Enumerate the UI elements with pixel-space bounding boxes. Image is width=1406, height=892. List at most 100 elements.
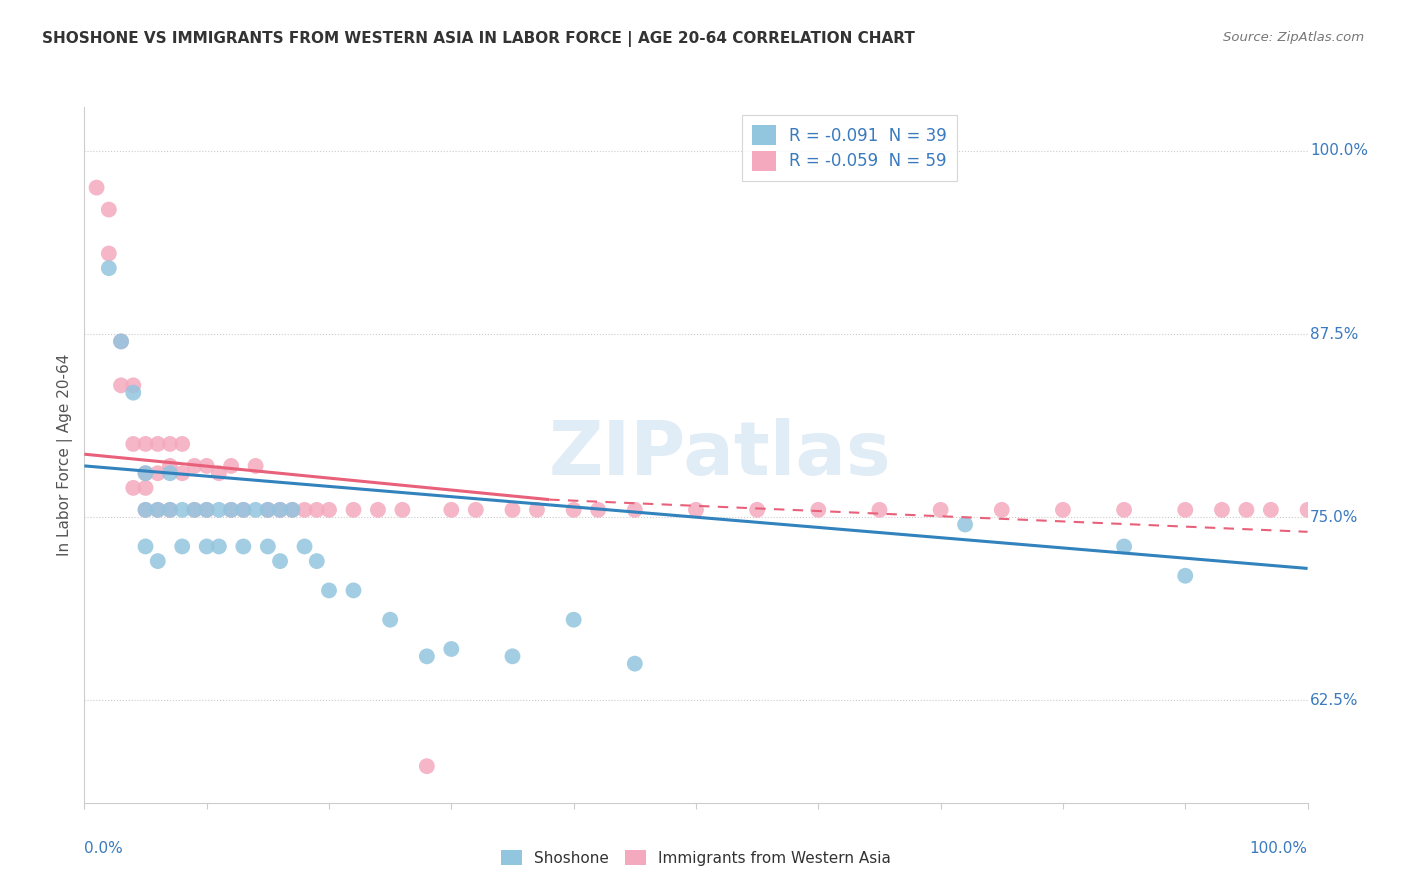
Point xyxy=(624,503,647,517)
Point xyxy=(562,503,585,517)
Point xyxy=(747,503,769,517)
Point xyxy=(232,503,254,517)
Text: 62.5%: 62.5% xyxy=(1310,693,1358,707)
Point xyxy=(183,503,205,517)
Point xyxy=(305,503,328,517)
Point xyxy=(208,503,231,517)
Point xyxy=(159,458,181,473)
Point xyxy=(1211,503,1233,517)
Point xyxy=(1234,503,1257,517)
Point xyxy=(318,583,340,598)
Point xyxy=(208,467,231,481)
Point xyxy=(232,540,254,554)
Point xyxy=(1114,503,1136,517)
Point xyxy=(219,503,242,517)
Point xyxy=(146,554,169,568)
Point xyxy=(257,503,280,517)
Point xyxy=(294,540,316,554)
Point xyxy=(281,503,304,517)
Point xyxy=(685,503,707,517)
Point xyxy=(172,467,194,481)
Point xyxy=(172,437,194,451)
Point xyxy=(1174,568,1197,582)
Point xyxy=(440,642,463,657)
Y-axis label: In Labor Force | Age 20-64: In Labor Force | Age 20-64 xyxy=(58,354,73,556)
Point xyxy=(281,503,304,517)
Point xyxy=(464,503,486,517)
Point xyxy=(990,503,1012,517)
Text: ZIPatlas: ZIPatlas xyxy=(550,418,891,491)
Point xyxy=(208,540,231,554)
Point xyxy=(232,503,254,517)
Point xyxy=(257,540,280,554)
Text: SHOSHONE VS IMMIGRANTS FROM WESTERN ASIA IN LABOR FORCE | AGE 20-64 CORRELATION : SHOSHONE VS IMMIGRANTS FROM WESTERN ASIA… xyxy=(42,31,915,47)
Text: 87.5%: 87.5% xyxy=(1310,326,1358,342)
Point xyxy=(305,554,328,568)
Point xyxy=(97,246,120,260)
Point xyxy=(122,481,145,495)
Point xyxy=(1052,503,1074,517)
Point xyxy=(586,503,609,517)
Point xyxy=(135,467,157,481)
Point xyxy=(183,503,205,517)
Point xyxy=(245,458,267,473)
Point xyxy=(257,503,280,517)
Point xyxy=(172,540,194,554)
Point xyxy=(219,503,242,517)
Point xyxy=(294,503,316,517)
Point xyxy=(159,437,181,451)
Point xyxy=(195,458,218,473)
Point xyxy=(97,261,120,276)
Point xyxy=(1114,540,1136,554)
Point xyxy=(562,613,585,627)
Point xyxy=(501,649,523,664)
Point xyxy=(135,540,157,554)
Point xyxy=(342,583,364,598)
Point xyxy=(807,503,830,517)
Point xyxy=(195,503,218,517)
Point xyxy=(367,503,389,517)
Point xyxy=(269,503,291,517)
Point xyxy=(159,503,181,517)
Point xyxy=(146,503,169,517)
Text: 100.0%: 100.0% xyxy=(1310,144,1368,159)
Point xyxy=(416,759,439,773)
Point xyxy=(135,503,157,517)
Point xyxy=(269,503,291,517)
Point xyxy=(342,503,364,517)
Point xyxy=(380,613,402,627)
Point xyxy=(146,503,169,517)
Point xyxy=(146,467,169,481)
Point xyxy=(195,503,218,517)
Point xyxy=(624,657,647,671)
Point xyxy=(1174,503,1197,517)
Point xyxy=(501,503,523,517)
Point xyxy=(110,334,132,349)
Text: 100.0%: 100.0% xyxy=(1250,841,1308,856)
Point xyxy=(1296,503,1319,517)
Point xyxy=(110,334,132,349)
Point xyxy=(135,503,157,517)
Point xyxy=(440,503,463,517)
Point xyxy=(135,481,157,495)
Text: Source: ZipAtlas.com: Source: ZipAtlas.com xyxy=(1223,31,1364,45)
Point xyxy=(183,458,205,473)
Point xyxy=(86,180,108,194)
Point xyxy=(172,503,194,517)
Point xyxy=(122,378,145,392)
Point xyxy=(416,649,439,664)
Point xyxy=(159,467,181,481)
Point xyxy=(146,437,169,451)
Point xyxy=(122,385,145,400)
Point xyxy=(110,378,132,392)
Text: 75.0%: 75.0% xyxy=(1310,509,1358,524)
Point xyxy=(318,503,340,517)
Point xyxy=(269,554,291,568)
Point xyxy=(953,517,976,532)
Point xyxy=(97,202,120,217)
Point xyxy=(135,437,157,451)
Point xyxy=(869,503,891,517)
Point xyxy=(929,503,952,517)
Point xyxy=(135,467,157,481)
Point xyxy=(219,458,242,473)
